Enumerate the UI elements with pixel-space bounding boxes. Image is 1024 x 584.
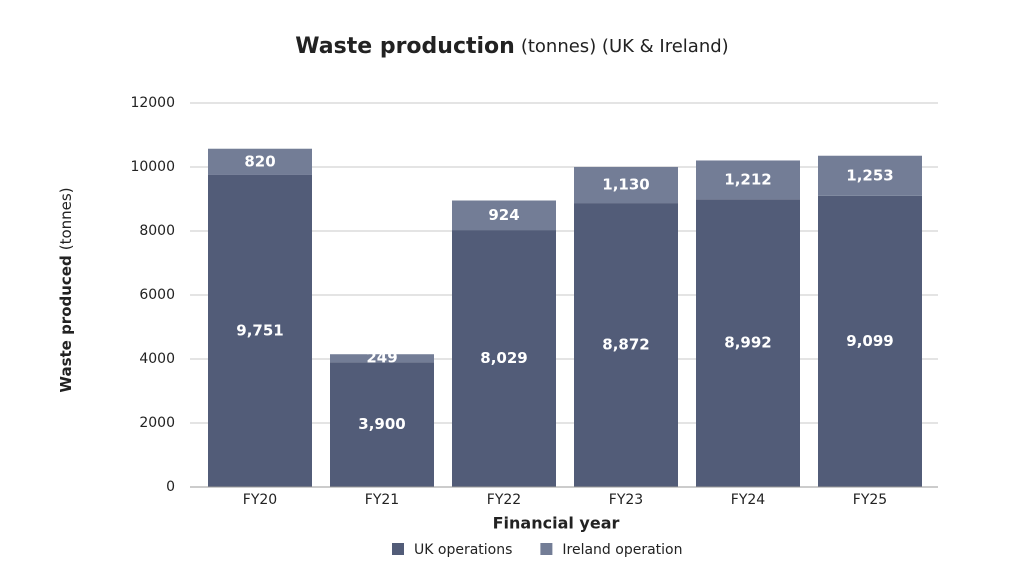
value-label: 820 bbox=[244, 152, 275, 170]
bar-segment bbox=[330, 362, 434, 487]
chart-title-group: Waste production (tonnes) (UK & Ireland) bbox=[295, 34, 728, 59]
bar-segment bbox=[696, 199, 800, 488]
y-tick-label: 8000 bbox=[139, 223, 175, 239]
value-label: 8,872 bbox=[602, 336, 649, 354]
value-label: 8,992 bbox=[724, 334, 771, 352]
x-axis-title: Financial year bbox=[493, 514, 620, 533]
x-tick-label: FY22 bbox=[487, 492, 521, 508]
y-axis-title-group: Waste produced (tonnes) bbox=[57, 187, 75, 392]
y-tick-label: 4000 bbox=[139, 351, 175, 367]
bar-segment bbox=[696, 160, 800, 200]
value-label: 8,029 bbox=[480, 349, 527, 367]
bar-segment bbox=[574, 166, 678, 204]
x-tick-label: FY21 bbox=[365, 492, 399, 508]
legend-label: Ireland operation bbox=[562, 542, 682, 558]
legend-swatch bbox=[540, 543, 553, 555]
bar-segment bbox=[208, 148, 312, 175]
bar-segment bbox=[818, 195, 922, 487]
y-tick-label: 10000 bbox=[130, 159, 175, 175]
value-label: 3,900 bbox=[358, 415, 405, 433]
value-label: 9,751 bbox=[236, 321, 283, 339]
chart-title: Waste production bbox=[295, 34, 515, 59]
x-tick-label: FY25 bbox=[853, 492, 887, 508]
bar-segment bbox=[452, 200, 556, 231]
x-tick-label: FY24 bbox=[731, 492, 766, 508]
bar-segment bbox=[574, 203, 678, 487]
value-label: 1,212 bbox=[724, 170, 771, 188]
y-tick-label: 2000 bbox=[139, 415, 175, 431]
value-label: 1,253 bbox=[846, 166, 893, 184]
bar-segment bbox=[330, 354, 434, 363]
legend-swatch bbox=[392, 543, 404, 555]
y-axis-unit: (tonnes) bbox=[57, 187, 75, 250]
x-tick-label: FY23 bbox=[609, 492, 643, 508]
bar-segment bbox=[208, 174, 312, 487]
value-label: 924 bbox=[488, 206, 519, 224]
value-label: 1,130 bbox=[602, 176, 649, 194]
value-label: 9,099 bbox=[846, 332, 893, 350]
x-tick-label: FY20 bbox=[243, 492, 277, 508]
y-tick-label: 12000 bbox=[130, 95, 175, 111]
y-tick-label: 0 bbox=[166, 479, 175, 495]
bar-segment bbox=[818, 155, 922, 196]
legend-label: UK operations bbox=[414, 542, 512, 558]
y-tick-label: 6000 bbox=[139, 287, 175, 303]
chart-subtitle: (tonnes) (UK & Ireland) bbox=[521, 36, 729, 57]
value-label: 249 bbox=[366, 349, 397, 367]
bar-segment bbox=[452, 230, 556, 487]
y-axis-title: Waste produced bbox=[57, 255, 75, 392]
